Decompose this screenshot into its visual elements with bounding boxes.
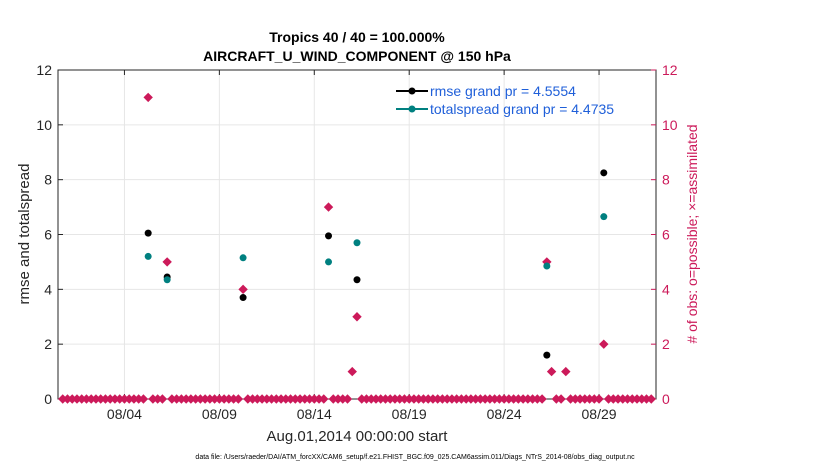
y-tick-label: 6: [44, 227, 52, 243]
obs-count-point: [352, 312, 362, 322]
totalspread-point: [353, 239, 361, 247]
y-tick-label: 0: [44, 391, 52, 407]
y2-tick-label: 12: [662, 62, 678, 78]
rmse-point: [325, 232, 333, 240]
obs-count-point: [157, 394, 168, 404]
legend-rmse-label: rmse grand pr = 4.5554: [430, 83, 576, 99]
chart-subtitle: AIRCRAFT_U_WIND_COMPONENT @ 150 hPa: [203, 48, 511, 64]
totalspread-point: [239, 254, 247, 262]
obs-count-point: [143, 92, 153, 103]
y-tick-label: 12: [36, 62, 52, 78]
obs-count-point: [347, 366, 357, 377]
totalspread-point: [325, 258, 333, 266]
y-tick-label: 2: [44, 336, 52, 352]
y2-tick-label: 0: [662, 391, 670, 407]
y-tick-label: 8: [44, 172, 52, 188]
y2-tick-label: 10: [662, 117, 678, 133]
y2-tick-label: 6: [662, 227, 670, 243]
x-tick-label: 08/14: [297, 406, 332, 422]
data-file-footnote: data file: /Users/raeder/DAI/ATM_forcXX/…: [195, 454, 635, 461]
y-axis-label: rmse and totalspread: [16, 164, 33, 305]
grid: [58, 70, 656, 399]
y-tick-label: 10: [36, 117, 52, 133]
obs-count-point: [561, 366, 571, 377]
x-tick-label: 08/09: [202, 406, 237, 422]
y2-tick-label: 4: [662, 281, 670, 297]
obs-count-point: [537, 394, 547, 404]
rmse-point: [600, 169, 608, 177]
x-axis-label: Aug.01,2014 00:00:00 start: [267, 428, 449, 445]
obs-count-point: [599, 339, 609, 349]
obs-count-point: [233, 394, 244, 404]
y2-tick-label: 8: [662, 172, 670, 188]
x-tick-label: 08/24: [487, 406, 522, 422]
obs-count-point: [646, 394, 656, 404]
obs-count-point: [319, 394, 329, 404]
obs-count-point: [138, 394, 149, 404]
rmse-point: [239, 294, 247, 302]
legend-rmse-marker: [408, 87, 416, 95]
chart-title: Tropics 40 / 40 = 100.000%: [269, 29, 445, 45]
y-tick-label: 4: [44, 281, 52, 297]
rmse-point: [144, 229, 152, 237]
totalspread-point: [600, 213, 608, 221]
legend-totalspread-marker: [408, 105, 416, 113]
y2-axis-label: # of obs: o=possible; ×=assimilated: [684, 124, 700, 343]
legend: rmse grand pr = 4.5554 totalspread grand…: [396, 83, 614, 117]
rmse-point: [353, 276, 361, 284]
x-tick-label: 08/04: [107, 406, 142, 422]
x-tick-label: 08/29: [582, 406, 617, 422]
obs-count-point: [342, 394, 353, 404]
obs-count-point: [162, 257, 172, 267]
totalspread-point: [144, 252, 152, 260]
obs-count-point: [556, 394, 566, 404]
obs-count-point: [546, 366, 557, 377]
axes: 08/04 08/09 08/14 08/19 08/24 08/29 0 2 4 6 8 10 12 0…: [36, 62, 677, 422]
x-tick-label: 08/19: [392, 406, 427, 422]
rmse-point: [543, 351, 551, 359]
y2-tick-label: 2: [662, 336, 670, 352]
marks: [58, 92, 656, 404]
obs-count-point: [323, 202, 334, 212]
obs-count-point: [238, 284, 248, 295]
obs-count-point: [594, 394, 604, 404]
legend-totalspread-label: totalspread grand pr = 4.4735: [430, 101, 614, 117]
totalspread-point: [163, 276, 171, 284]
totalspread-point: [543, 262, 551, 270]
